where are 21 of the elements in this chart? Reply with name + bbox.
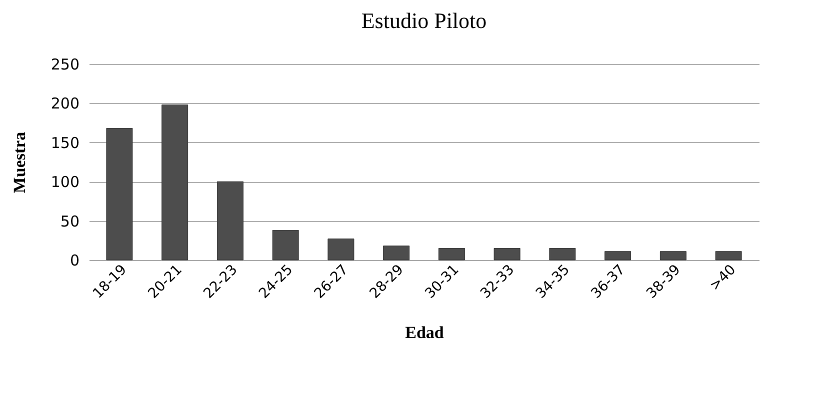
y-tick-label: 50 [60, 212, 80, 230]
y-tick-label: 200 [50, 94, 80, 113]
y-tick-label: 150 [50, 134, 80, 152]
y-tick-label: 0 [70, 252, 80, 270]
bar [660, 251, 686, 260]
y-axis-title: Muestra [10, 131, 29, 194]
bar [438, 248, 465, 260]
y-tick-label: 250 [50, 56, 80, 74]
chart-title: Estudio Piloto [361, 8, 487, 33]
bar [328, 238, 354, 260]
bar [549, 248, 576, 260]
bar [106, 128, 133, 260]
bar [383, 246, 410, 260]
bar [715, 251, 742, 260]
bar [494, 248, 520, 260]
bar [604, 251, 632, 260]
bar [162, 104, 188, 260]
y-tick-label: 100 [50, 173, 80, 192]
bar [272, 230, 299, 260]
bar [216, 181, 244, 260]
x-axis-title: Edad [405, 323, 444, 342]
